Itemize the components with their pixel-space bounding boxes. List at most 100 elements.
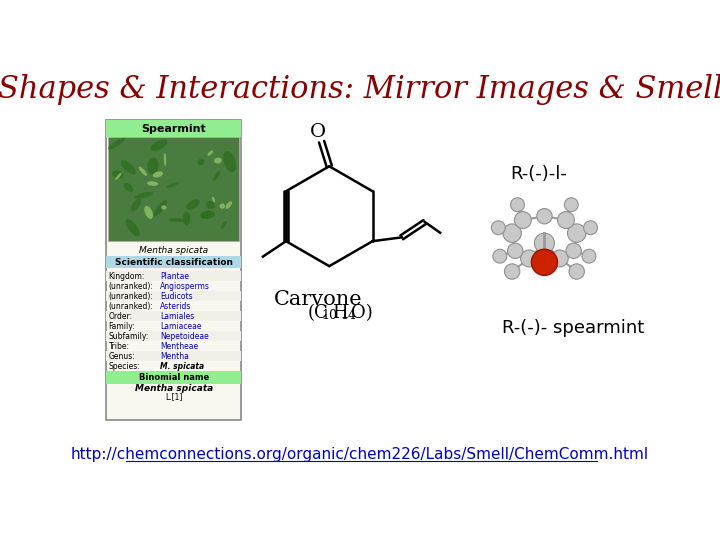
Text: Lamiales: Lamiales <box>161 312 194 321</box>
Circle shape <box>521 250 538 267</box>
Text: Scientific classification: Scientific classification <box>114 258 233 267</box>
Ellipse shape <box>161 205 166 210</box>
Ellipse shape <box>169 218 189 222</box>
Text: Binomial name: Binomial name <box>138 373 209 382</box>
Circle shape <box>493 249 507 263</box>
Text: (unranked):: (unranked): <box>109 292 153 301</box>
Ellipse shape <box>206 201 215 209</box>
Ellipse shape <box>223 151 236 172</box>
Ellipse shape <box>212 197 215 202</box>
Text: Lamiaceae: Lamiaceae <box>161 322 202 330</box>
Ellipse shape <box>112 170 123 179</box>
Circle shape <box>557 212 575 228</box>
Text: Angiosperms: Angiosperms <box>161 282 210 291</box>
Text: Mentheae: Mentheae <box>161 342 198 350</box>
Circle shape <box>569 264 585 279</box>
Text: Spearmint: Spearmint <box>141 124 206 133</box>
Circle shape <box>567 224 586 242</box>
Ellipse shape <box>135 192 153 199</box>
Ellipse shape <box>125 219 140 237</box>
Circle shape <box>552 250 568 267</box>
Text: 14: 14 <box>341 309 357 322</box>
Circle shape <box>534 233 554 253</box>
Text: Mentha spicata: Mentha spicata <box>139 246 208 254</box>
Ellipse shape <box>115 173 122 180</box>
Text: Species:: Species: <box>109 362 140 370</box>
Ellipse shape <box>144 206 153 219</box>
Ellipse shape <box>108 138 125 150</box>
FancyBboxPatch shape <box>107 120 241 420</box>
Text: Asterids: Asterids <box>161 302 192 310</box>
Circle shape <box>584 221 598 235</box>
Text: 10: 10 <box>322 309 338 322</box>
Circle shape <box>510 198 524 212</box>
Ellipse shape <box>207 151 213 156</box>
Text: Mentha: Mentha <box>161 352 189 361</box>
Ellipse shape <box>124 183 133 192</box>
Circle shape <box>582 249 596 263</box>
Ellipse shape <box>150 140 167 151</box>
Ellipse shape <box>221 221 227 229</box>
Text: R-(-)-l-: R-(-)-l- <box>510 165 567 183</box>
FancyBboxPatch shape <box>107 311 241 321</box>
Circle shape <box>515 212 531 228</box>
Text: Subfamily:: Subfamily: <box>109 332 149 341</box>
FancyBboxPatch shape <box>107 256 241 268</box>
Circle shape <box>531 249 557 275</box>
FancyBboxPatch shape <box>107 291 241 301</box>
Text: Kingdom:: Kingdom: <box>109 272 145 281</box>
Ellipse shape <box>130 199 141 211</box>
Text: O): O) <box>351 304 372 322</box>
FancyBboxPatch shape <box>107 271 241 281</box>
Ellipse shape <box>186 199 199 210</box>
Text: http://chemconnections.org/organic/chem226/Labs/Smell/ChemComm.html: http://chemconnections.org/organic/chem2… <box>71 447 649 462</box>
FancyBboxPatch shape <box>108 137 239 241</box>
FancyBboxPatch shape <box>107 351 241 361</box>
Text: L.[1]: L.[1] <box>165 392 182 401</box>
Circle shape <box>508 243 523 259</box>
Text: (C: (C <box>307 304 328 322</box>
Ellipse shape <box>184 215 190 226</box>
Text: Nepetoideae: Nepetoideae <box>161 332 209 341</box>
Ellipse shape <box>202 211 211 219</box>
Ellipse shape <box>121 160 136 174</box>
Ellipse shape <box>213 171 220 180</box>
Text: O: O <box>310 124 326 141</box>
Text: Shapes & Interactions: Mirror Images & Smell: Shapes & Interactions: Mirror Images & S… <box>0 74 720 105</box>
Text: M. spicata: M. spicata <box>161 362 204 370</box>
Ellipse shape <box>225 201 232 209</box>
Ellipse shape <box>139 166 147 176</box>
Text: H: H <box>332 304 347 322</box>
Ellipse shape <box>183 212 190 223</box>
Text: Tribe:: Tribe: <box>109 342 130 350</box>
Ellipse shape <box>197 159 204 165</box>
Ellipse shape <box>163 153 166 166</box>
Ellipse shape <box>200 211 215 219</box>
Circle shape <box>505 264 520 279</box>
Ellipse shape <box>147 181 158 186</box>
Ellipse shape <box>147 157 158 174</box>
Text: Carvone: Carvone <box>274 289 362 309</box>
Circle shape <box>564 198 578 212</box>
Text: (unranked):: (unranked): <box>109 282 153 291</box>
Text: Family:: Family: <box>109 322 135 330</box>
FancyBboxPatch shape <box>107 331 241 341</box>
Circle shape <box>503 224 521 242</box>
Text: Mentha spicata: Mentha spicata <box>135 384 213 393</box>
Text: R-(-)- spearmint: R-(-)- spearmint <box>502 319 644 336</box>
Text: (unranked):: (unranked): <box>109 302 153 310</box>
FancyBboxPatch shape <box>107 120 241 137</box>
FancyBboxPatch shape <box>107 372 241 384</box>
Text: Order:: Order: <box>109 312 133 321</box>
Ellipse shape <box>153 171 163 178</box>
Ellipse shape <box>153 200 167 216</box>
Circle shape <box>491 221 505 235</box>
Ellipse shape <box>166 182 179 187</box>
Ellipse shape <box>214 158 222 164</box>
Text: Genus:: Genus: <box>109 352 135 361</box>
Ellipse shape <box>220 204 225 209</box>
Circle shape <box>566 243 581 259</box>
Text: Plantae: Plantae <box>161 272 189 281</box>
Text: Eudicots: Eudicots <box>161 292 193 301</box>
Circle shape <box>536 208 552 224</box>
